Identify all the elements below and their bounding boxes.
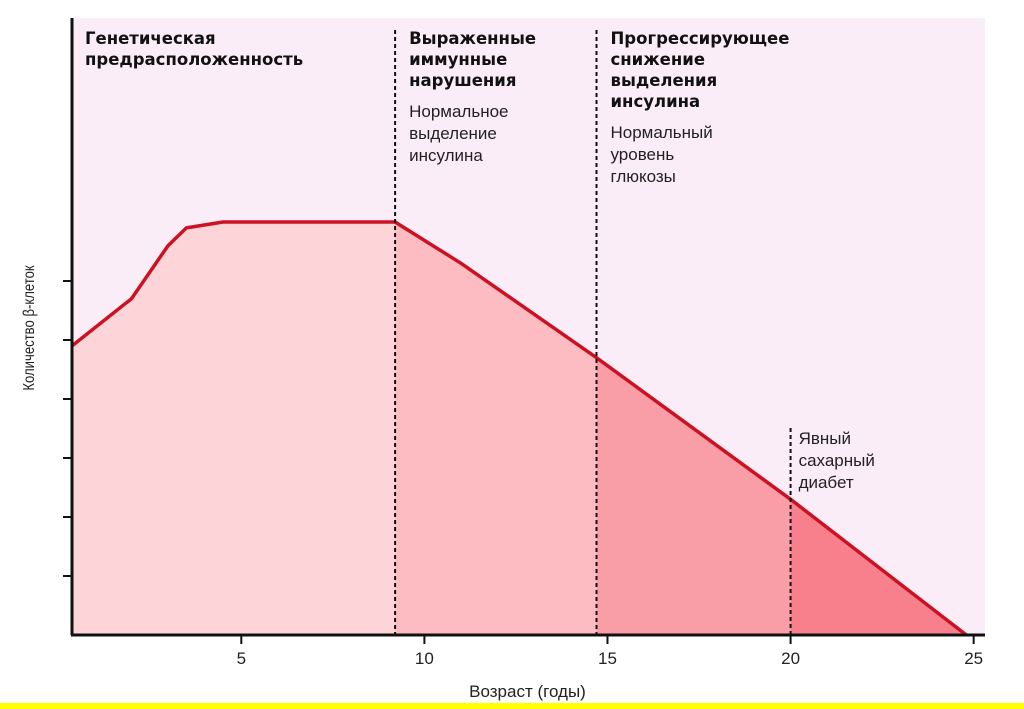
phase-4-note-line: Явный bbox=[799, 429, 851, 448]
ticks: 5 10 15 20 25 bbox=[63, 280, 983, 668]
phase-1-title-line: Генетическая bbox=[85, 29, 216, 48]
phase-fills bbox=[72, 222, 967, 635]
phase-dividers bbox=[394, 30, 792, 635]
x-tick-label: 10 bbox=[415, 649, 434, 668]
phase-1-title-line: предрасположенность bbox=[85, 50, 303, 69]
x-tick-label: 25 bbox=[964, 649, 983, 668]
x-tick-label: 20 bbox=[781, 649, 800, 668]
x-tick-label: 5 bbox=[237, 649, 246, 668]
phase-3-title-line: Прогрессирующее bbox=[611, 29, 790, 48]
phase-3-note-line: глюкозы bbox=[611, 167, 676, 186]
phase-3-title-line: инсулина bbox=[611, 92, 701, 111]
phase-fill-1 bbox=[72, 222, 396, 635]
y-axis-label: Количество β-клеток bbox=[21, 265, 38, 391]
x-axis-label: Возраст (годы) bbox=[469, 682, 586, 701]
phase-2-note-line: Нормальное bbox=[409, 102, 508, 121]
phase-4-note-line: диабет bbox=[799, 473, 854, 492]
bottom-band bbox=[0, 703, 1024, 709]
phase-3-title-line: снижение bbox=[611, 50, 706, 69]
phase-3-title-line: выделения bbox=[611, 71, 718, 90]
phase-fill-2 bbox=[395, 222, 597, 635]
phase-annotations: Генетическая предрасположенность Выраженны… bbox=[85, 29, 875, 492]
axes bbox=[70, 18, 985, 637]
phase-3-note-line: уровень bbox=[611, 145, 675, 164]
phase-fill-3 bbox=[596, 357, 791, 635]
phase-4-note-line: сахарный bbox=[799, 451, 875, 470]
phase-2-title-line: иммунные bbox=[409, 50, 507, 69]
phase-2-note-line: инсулина bbox=[409, 146, 483, 165]
x-tick-label: 15 bbox=[598, 649, 617, 668]
beta-cell-curve bbox=[70, 220, 968, 637]
phase-2-title-line: Выраженные bbox=[409, 29, 536, 48]
phase-2-title-line: нарушения bbox=[409, 71, 516, 90]
phase-3-note-line: Нормальный bbox=[611, 123, 713, 142]
phase-2-note-line: выделение bbox=[409, 124, 497, 143]
